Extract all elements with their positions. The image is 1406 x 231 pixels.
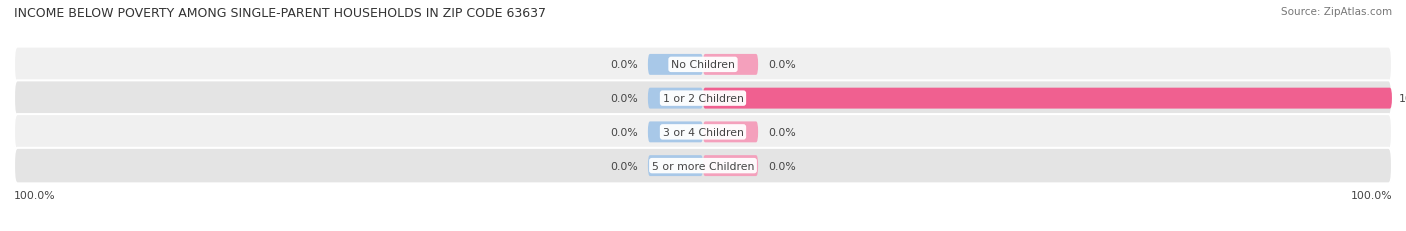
FancyBboxPatch shape bbox=[648, 155, 703, 176]
Text: 0.0%: 0.0% bbox=[769, 60, 796, 70]
FancyBboxPatch shape bbox=[14, 47, 1392, 83]
FancyBboxPatch shape bbox=[648, 122, 703, 143]
Text: INCOME BELOW POVERTY AMONG SINGLE-PARENT HOUSEHOLDS IN ZIP CODE 63637: INCOME BELOW POVERTY AMONG SINGLE-PARENT… bbox=[14, 7, 546, 20]
Text: Source: ZipAtlas.com: Source: ZipAtlas.com bbox=[1281, 7, 1392, 17]
FancyBboxPatch shape bbox=[648, 55, 703, 76]
Text: 3 or 4 Children: 3 or 4 Children bbox=[662, 127, 744, 137]
Text: 100.0%: 100.0% bbox=[14, 190, 56, 200]
FancyBboxPatch shape bbox=[14, 81, 1392, 116]
FancyBboxPatch shape bbox=[703, 155, 758, 176]
Text: 0.0%: 0.0% bbox=[769, 161, 796, 171]
Text: 0.0%: 0.0% bbox=[769, 127, 796, 137]
Text: 100.0%: 100.0% bbox=[1350, 190, 1392, 200]
Text: 5 or more Children: 5 or more Children bbox=[652, 161, 754, 171]
Text: 0.0%: 0.0% bbox=[610, 161, 637, 171]
Text: 100.0%: 100.0% bbox=[1399, 94, 1406, 104]
FancyBboxPatch shape bbox=[648, 88, 703, 109]
FancyBboxPatch shape bbox=[14, 148, 1392, 184]
Text: 0.0%: 0.0% bbox=[610, 127, 637, 137]
FancyBboxPatch shape bbox=[703, 88, 1392, 109]
FancyBboxPatch shape bbox=[14, 115, 1392, 150]
FancyBboxPatch shape bbox=[703, 55, 758, 76]
Text: 1 or 2 Children: 1 or 2 Children bbox=[662, 94, 744, 104]
Text: 0.0%: 0.0% bbox=[610, 94, 637, 104]
Text: No Children: No Children bbox=[671, 60, 735, 70]
FancyBboxPatch shape bbox=[703, 122, 758, 143]
Text: 0.0%: 0.0% bbox=[610, 60, 637, 70]
